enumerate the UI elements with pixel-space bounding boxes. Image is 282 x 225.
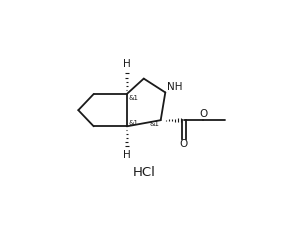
Text: H: H	[123, 150, 131, 160]
Text: O: O	[180, 140, 188, 149]
Text: HCl: HCl	[133, 166, 156, 179]
Text: O: O	[199, 109, 207, 119]
Text: &1: &1	[128, 95, 138, 101]
Text: &1: &1	[128, 119, 138, 126]
Text: H: H	[123, 58, 131, 69]
Text: NH: NH	[167, 82, 182, 92]
Text: &1: &1	[150, 121, 160, 127]
